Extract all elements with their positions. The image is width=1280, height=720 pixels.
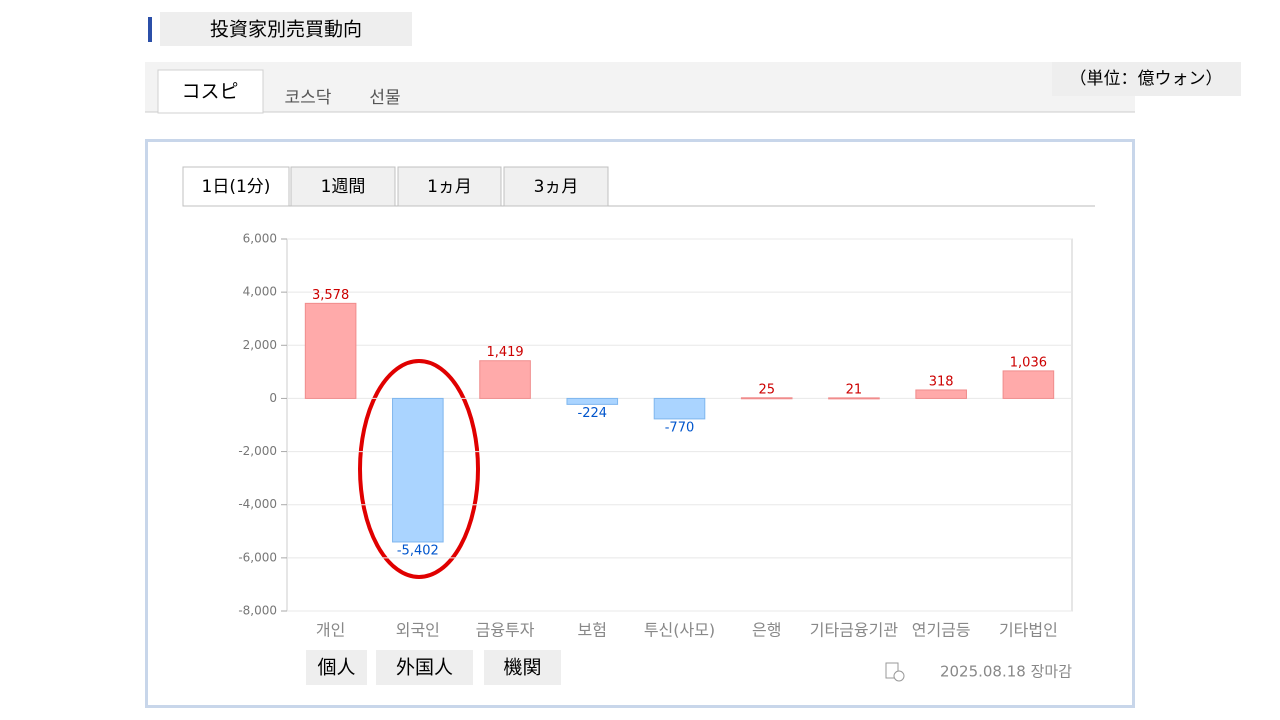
x-tick-label: 은행	[752, 621, 781, 640]
x-tick-label: 기타법인	[999, 621, 1058, 640]
period-tab-label[interactable]: 3ヵ月	[534, 177, 579, 197]
page-title: 投資家別売買動向	[210, 19, 362, 41]
market-tab[interactable]: 선물	[369, 88, 400, 108]
value-label: 21	[846, 382, 863, 397]
period-tab-label[interactable]: 1週間	[321, 177, 366, 197]
chart-panel	[145, 139, 1135, 708]
title-box	[160, 12, 412, 46]
footer-date: 2025.08.18 장마감	[940, 663, 1072, 681]
y-tick-label: 4,000	[243, 285, 277, 299]
x-tick-label: 외국인	[396, 621, 440, 640]
period-tab-label[interactable]: 1日(1分)	[202, 177, 271, 197]
value-label: 1,419	[486, 345, 523, 360]
value-label: 25	[758, 382, 775, 397]
highlight-ellipse	[358, 359, 480, 579]
y-tick-label: -2,000	[238, 444, 277, 458]
bar	[1002, 370, 1055, 399]
unit-box	[1052, 62, 1241, 96]
y-tick-label: -6,000	[238, 550, 277, 564]
annotation-box	[376, 650, 473, 685]
bar	[915, 389, 967, 399]
value-label: 3,578	[312, 288, 349, 303]
market-tab[interactable]: 코스닥	[285, 88, 332, 108]
period-tab[interactable]	[397, 166, 502, 207]
x-tick-label: 연기금등	[912, 621, 971, 640]
footer-icon	[885, 662, 905, 682]
x-tick-label: 보험	[578, 621, 607, 640]
period-tab-label[interactable]: 1ヵ月	[427, 177, 472, 197]
annotation-box	[484, 650, 561, 685]
tab-active[interactable]	[157, 69, 264, 114]
bar	[653, 397, 706, 420]
header-marker	[148, 17, 152, 42]
value-label: -224	[578, 406, 608, 421]
value-label: -770	[665, 420, 695, 435]
bar	[392, 397, 444, 543]
y-tick-label: 0	[269, 391, 277, 405]
x-tick-label: 개인	[316, 621, 345, 640]
value-label: 1,036	[1010, 355, 1047, 370]
market-tab[interactable]: コスピ	[181, 81, 238, 103]
unit-label: （単位：億ウォン）	[1070, 69, 1223, 89]
value-label: -5,402	[397, 543, 439, 558]
period-tab[interactable]	[503, 166, 609, 207]
y-tick-label: 6,000	[243, 232, 277, 246]
tab-strip	[145, 62, 1135, 112]
y-tick-label: -8,000	[238, 604, 277, 618]
x-tick-label: 금융투자	[476, 621, 535, 640]
x-tick-label: 투신(사모)	[644, 621, 715, 640]
bar	[740, 397, 793, 400]
y-tick-label: 2,000	[243, 338, 277, 352]
bar	[304, 302, 357, 399]
annotation: 外国人	[396, 657, 453, 679]
bar	[566, 397, 619, 405]
annotation-box	[306, 650, 367, 685]
x-tick-label: 기타금융기관	[810, 621, 899, 640]
y-tick-label: -4,000	[238, 497, 277, 511]
value-label: 318	[929, 374, 954, 389]
bar	[828, 397, 880, 400]
annotation: 個人	[317, 657, 355, 679]
annotation: 機関	[503, 657, 541, 679]
period-tab[interactable]	[290, 166, 396, 207]
bar	[479, 360, 531, 399]
period-tab[interactable]	[182, 166, 290, 207]
